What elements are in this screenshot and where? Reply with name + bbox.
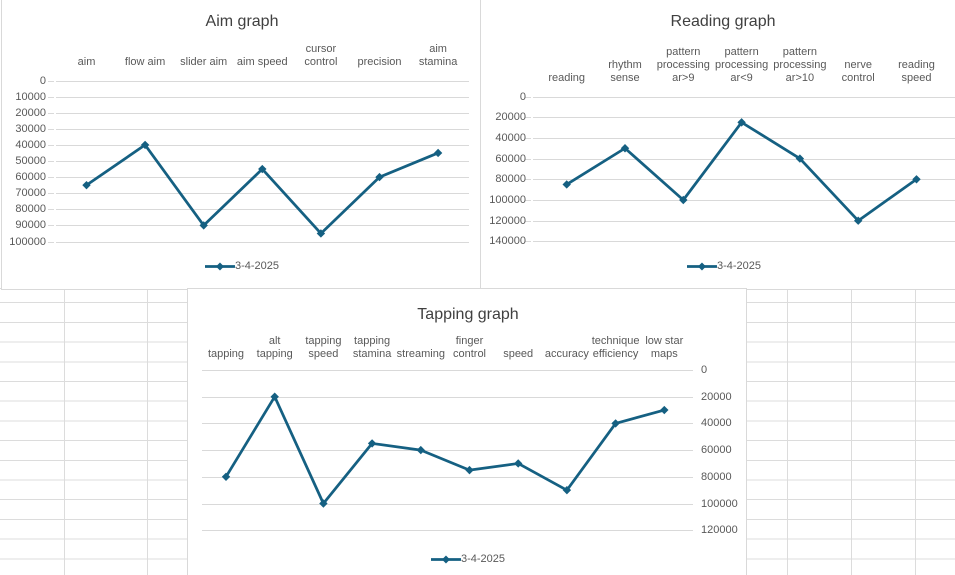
y-axis-tick-label: 120000 <box>701 524 738 537</box>
category-label: tapping stamina <box>352 335 392 360</box>
aim-chart[interactable]: Aim graph 3-4-2025 aim flow aim slider aim… <box>1 0 481 290</box>
tapping-chart[interactable]: Tapping graph 3-4-2025 tapping alt tappin… <box>187 288 747 575</box>
category-label: speed <box>503 348 534 360</box>
line-series-plot <box>525 97 955 242</box>
legend-label: 3-4-2025 <box>716 260 762 272</box>
y-axis-tick-label: 20000 <box>15 106 46 119</box>
category-label: accuracy <box>544 348 589 360</box>
category-label: reading <box>548 72 586 84</box>
legend-line-marker <box>430 555 461 563</box>
category-label: tapping <box>207 348 245 360</box>
category-label: flow aim <box>124 56 166 68</box>
y-axis-tick-label: 100000 <box>9 235 46 248</box>
sheet-column-line <box>787 288 788 575</box>
category-label: nerve control <box>841 59 875 84</box>
y-axis-tick-label: 70000 <box>15 187 46 200</box>
y-axis-tick-label: 40000 <box>495 131 526 144</box>
legend[interactable]: 3-4-2025 <box>686 260 762 272</box>
sheet-column-line <box>64 288 65 575</box>
y-axis-tick-label: 60000 <box>495 152 526 165</box>
legend-line-marker <box>204 262 235 270</box>
y-axis-tick-label: 30000 <box>15 122 46 135</box>
category-label: cursor control <box>304 43 338 68</box>
y-axis-tick-label: 140000 <box>489 235 526 248</box>
category-label: pattern processing ar<9 <box>714 46 769 84</box>
y-axis-tick-label: 100000 <box>701 497 738 510</box>
y-axis-tick-label: 40000 <box>701 417 732 430</box>
legend[interactable]: 3-4-2025 <box>204 260 280 272</box>
y-axis-tick-label: 80000 <box>495 173 526 186</box>
category-label: pattern processing ar>9 <box>656 46 710 84</box>
legend-line-marker <box>686 262 717 270</box>
legend[interactable]: 3-4-2025 <box>430 553 506 565</box>
spreadsheet-grid-left[interactable] <box>0 288 187 575</box>
y-axis-tick-label: 0 <box>701 364 708 376</box>
y-axis-tick-label: 90000 <box>15 219 46 232</box>
y-axis-tick-label: 20000 <box>495 111 526 124</box>
category-label: aim speed <box>236 56 288 68</box>
y-axis-tick-label: 100000 <box>489 194 526 206</box>
sheet-column-line <box>915 288 916 575</box>
category-label: rhythm sense <box>608 59 642 84</box>
legend-label: 3-4-2025 <box>460 553 506 565</box>
y-axis-tick-label: 80000 <box>15 203 46 216</box>
chart-title: Aim graph <box>205 13 279 30</box>
y-axis-tick-label: 0 <box>519 90 526 103</box>
reading-chart[interactable]: Reading graph 3-4-2025 reading rhythm sen… <box>480 0 955 290</box>
category-label: aim stamina <box>418 43 458 68</box>
sheet-column-line <box>147 288 148 575</box>
line-series-plot <box>48 81 469 243</box>
category-label: finger control <box>452 335 487 360</box>
y-axis-tick-label: 80000 <box>701 470 732 483</box>
y-axis-tick-label: 40000 <box>15 138 46 151</box>
category-label: technique efficiency <box>591 335 640 360</box>
y-axis-tick-label: 60000 <box>701 444 732 457</box>
y-axis-tick-label: 20000 <box>701 390 732 403</box>
line-series-plot <box>202 370 693 531</box>
category-label: aim <box>77 56 96 68</box>
y-axis-tick-label: 0 <box>39 74 46 87</box>
category-label: low star maps <box>645 335 684 360</box>
category-label: precision <box>357 56 402 68</box>
y-axis-tick-label: 120000 <box>489 214 526 227</box>
category-label: streaming <box>396 348 445 360</box>
y-axis-tick-label: 10000 <box>15 90 46 103</box>
category-label: pattern processing ar>10 <box>773 46 827 84</box>
y-axis-tick-label: 50000 <box>15 155 46 167</box>
chart-title: Reading graph <box>670 13 776 30</box>
chart-title: Tapping graph <box>417 306 519 323</box>
y-axis-tick-label: 60000 <box>15 171 46 184</box>
category-label: slider aim <box>180 56 228 68</box>
sheet-column-line <box>851 288 852 575</box>
category-label: reading speed <box>898 59 935 84</box>
category-label: tapping speed <box>305 335 342 360</box>
category-label: alt tapping <box>256 335 293 360</box>
legend-label: 3-4-2025 <box>234 260 280 272</box>
